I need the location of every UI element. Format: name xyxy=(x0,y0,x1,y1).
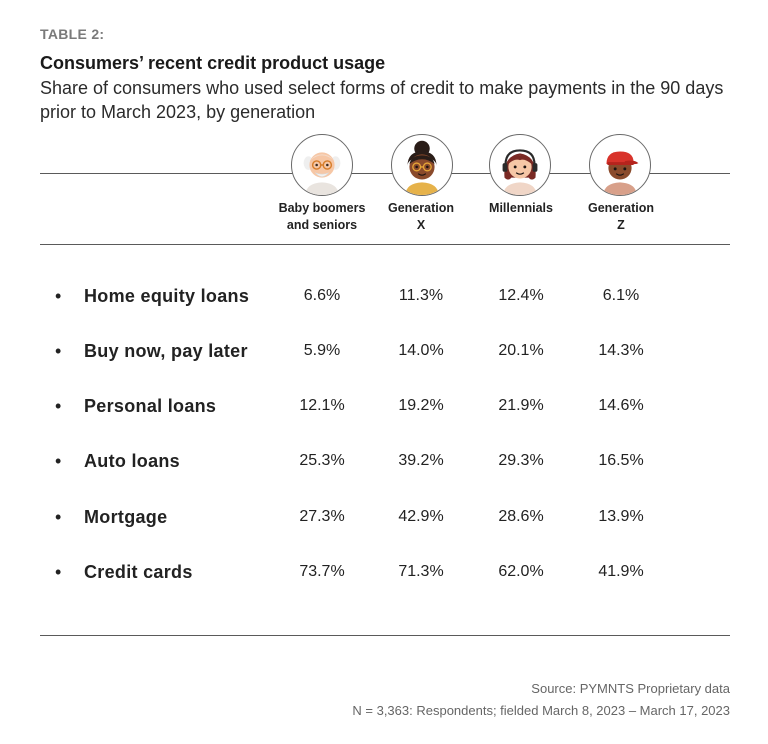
genx-avatar-icon xyxy=(391,134,453,196)
row-label-home-equity-loans: Home equity loans xyxy=(84,286,250,306)
cell-value: 20.1% xyxy=(498,342,544,359)
cell-value: 12.4% xyxy=(498,287,544,304)
cell-value: 39.2% xyxy=(398,452,444,469)
cell-value: 62.0% xyxy=(498,563,544,580)
boomer-avatar-icon xyxy=(291,134,353,196)
table-title: Consumers’ recent credit product usage xyxy=(40,53,386,73)
table-row: • Auto loans 25.3% 39.2% 29.3% 16.5% xyxy=(0,449,768,473)
millennial-avatar-icon xyxy=(489,134,551,196)
cell-value: 21.9% xyxy=(498,397,544,414)
cell-value: 27.3% xyxy=(299,508,345,525)
cell-value: 19.2% xyxy=(398,397,444,414)
column-header-boomers: Baby boomers and seniors xyxy=(278,201,366,232)
cell-value: 73.7% xyxy=(299,563,345,580)
table-label: TABLE 2: xyxy=(40,26,105,42)
table-rule-bottom xyxy=(40,635,730,636)
cell-value: 42.9% xyxy=(398,508,444,525)
cell-value: 6.1% xyxy=(602,287,640,304)
row-label-mortgage: Mortgage xyxy=(84,507,168,527)
table-row: • Personal loans 12.1% 19.2% 21.9% 14.6% xyxy=(0,394,768,418)
table-row: • Mortgage 27.3% 42.9% 28.6% 13.9% xyxy=(0,505,768,529)
cell-value: 25.3% xyxy=(299,452,345,469)
cell-value: 5.9% xyxy=(303,342,341,359)
row-bullet: • xyxy=(55,451,62,471)
sample-note: N = 3,363: Respondents; fielded March 8,… xyxy=(352,703,730,718)
genz-avatar-icon xyxy=(589,134,651,196)
row-label-buy-now-pay-later: Buy now, pay later xyxy=(84,341,248,361)
cell-value: 29.3% xyxy=(498,452,544,469)
cell-value: 41.9% xyxy=(598,563,644,580)
header-rule-bottom xyxy=(40,244,730,245)
column-header-millennials: Millennials xyxy=(489,201,553,215)
cell-value: 14.0% xyxy=(398,342,444,359)
table-subtitle: Share of consumers who used select forms… xyxy=(40,78,724,122)
row-label-auto-loans: Auto loans xyxy=(84,451,180,471)
row-label-credit-cards: Credit cards xyxy=(84,562,193,582)
row-label-personal-loans: Personal loans xyxy=(84,396,217,416)
cell-value: 12.1% xyxy=(299,397,345,414)
row-bullet: • xyxy=(55,562,62,582)
column-header-genx: Generation X xyxy=(388,201,454,232)
cell-value: 13.9% xyxy=(598,508,644,525)
source-note: Source: PYMNTS Proprietary data xyxy=(531,681,730,696)
cell-value: 16.5% xyxy=(598,452,644,469)
cell-value: 14.3% xyxy=(598,342,644,359)
row-bullet: • xyxy=(55,286,62,306)
cell-value: 14.6% xyxy=(598,397,644,414)
cell-value: 71.3% xyxy=(398,563,444,580)
row-bullet: • xyxy=(55,396,62,416)
table-row: • Buy now, pay later 5.9% 14.0% 20.1% 14… xyxy=(0,339,768,363)
row-bullet: • xyxy=(55,507,62,527)
row-bullet: • xyxy=(55,341,62,361)
cell-value: 28.6% xyxy=(498,508,544,525)
table-row: • Home equity loans 6.6% 11.3% 12.4% 6.1… xyxy=(0,284,768,308)
cell-value: 6.6% xyxy=(303,287,341,304)
table-row: • Credit cards 73.7% 71.3% 62.0% 41.9% xyxy=(0,560,768,584)
header-rule-top xyxy=(40,173,730,174)
cell-value: 11.3% xyxy=(398,287,444,304)
column-header-genz: Generation Z xyxy=(588,201,654,232)
